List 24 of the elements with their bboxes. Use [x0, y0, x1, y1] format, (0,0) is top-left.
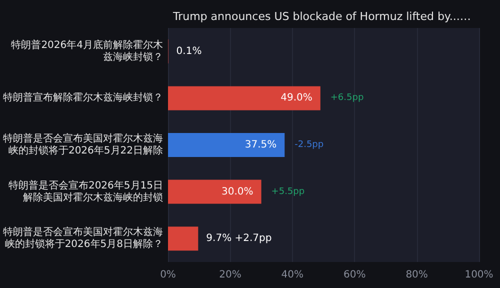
data-label: 30.0% — [222, 186, 254, 198]
bar — [168, 133, 285, 157]
x-tick-label: 40% — [281, 270, 304, 280]
y-tick-label: 特朗普宣布解除霍尔木兹海峡封锁？ — [3, 92, 163, 104]
chart-title: Trump announces US blockade of Hormuz lifted by...… — [172, 10, 471, 23]
y-tick-label: 特朗普是否会宣布美国对霍尔木兹海峡的封锁将于2026年5月8日解除？ — [3, 226, 163, 250]
bar — [168, 86, 320, 110]
data-label: 0.1% — [176, 46, 202, 57]
data-label: 37.5% — [244, 140, 277, 150]
bar — [168, 180, 262, 204]
y-tick-label: 特朗普是否会宣布美国对霍尔木兹海峡的封锁将于2026年5月22日解除 — [3, 132, 163, 156]
y-tick-label: 特朗普2026年4月底前解除霍尔木兹海峡封锁？ — [11, 38, 163, 63]
data-label: 9.7% +2.7pp — [206, 233, 272, 244]
x-tick-label: 100% — [464, 270, 494, 280]
x-tick-label: 0% — [160, 270, 176, 280]
x-tick-label: 60% — [343, 270, 366, 280]
annotation: +6.5pp — [330, 93, 364, 104]
annotation: +5.5pp — [271, 186, 305, 197]
y-tick-label: 特朗普是否会宣布2026年5月15日解除美国对霍尔木兹海峡的封锁 — [8, 179, 163, 204]
annotation: -2.5pp — [294, 140, 324, 150]
x-tick-label: 20% — [219, 270, 242, 280]
data-label: 49.0% — [280, 92, 312, 104]
x-tick-label: 80% — [406, 270, 428, 280]
bar — [168, 226, 198, 251]
